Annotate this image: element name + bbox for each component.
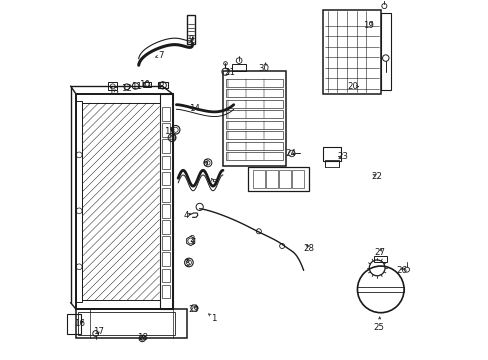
- Text: 2: 2: [189, 235, 195, 244]
- Bar: [225, 121, 282, 129]
- Text: 24: 24: [285, 149, 296, 158]
- Bar: [225, 89, 282, 97]
- Text: 29: 29: [188, 305, 199, 314]
- Text: 27: 27: [374, 248, 385, 257]
- Text: 6: 6: [170, 133, 176, 142]
- Bar: [225, 152, 282, 160]
- Text: 12: 12: [121, 84, 132, 93]
- Bar: [162, 204, 169, 218]
- Text: 21: 21: [224, 68, 234, 77]
- Bar: [223, 71, 285, 166]
- Bar: [266, 170, 278, 188]
- Text: 15: 15: [164, 127, 175, 136]
- Text: 16: 16: [74, 319, 85, 328]
- Bar: [160, 94, 172, 309]
- Bar: [67, 315, 81, 334]
- Text: 28: 28: [303, 244, 314, 253]
- Bar: [373, 256, 386, 262]
- Text: 14: 14: [188, 104, 200, 113]
- Bar: [76, 101, 82, 302]
- Bar: [253, 170, 264, 188]
- Bar: [231, 64, 246, 71]
- Bar: [292, 170, 304, 188]
- Bar: [225, 142, 282, 150]
- Text: 8: 8: [158, 82, 163, 91]
- Text: 4: 4: [183, 211, 189, 220]
- Text: 5: 5: [211, 179, 216, 188]
- Bar: [323, 10, 380, 94]
- Text: 17: 17: [93, 327, 103, 336]
- Bar: [247, 167, 308, 191]
- Bar: [108, 82, 117, 90]
- Bar: [162, 252, 169, 266]
- Text: 19: 19: [363, 21, 373, 30]
- Bar: [158, 82, 167, 88]
- Bar: [162, 285, 169, 298]
- Bar: [279, 170, 290, 188]
- Bar: [76, 94, 172, 309]
- Bar: [380, 13, 390, 90]
- Text: 7: 7: [158, 51, 163, 60]
- Bar: [357, 287, 403, 292]
- Bar: [162, 123, 169, 137]
- Bar: [82, 103, 159, 300]
- Bar: [162, 188, 169, 202]
- Text: 18: 18: [137, 333, 147, 342]
- Bar: [162, 107, 169, 121]
- Bar: [162, 269, 169, 282]
- Bar: [225, 100, 282, 108]
- Text: 9: 9: [188, 35, 193, 44]
- Text: 30: 30: [258, 64, 269, 73]
- Bar: [225, 78, 282, 86]
- Bar: [162, 236, 169, 250]
- Bar: [143, 82, 150, 87]
- Bar: [225, 110, 282, 118]
- Bar: [323, 147, 340, 161]
- Bar: [162, 172, 169, 185]
- Text: 25: 25: [373, 323, 384, 332]
- Text: 6: 6: [202, 159, 207, 168]
- Text: 22: 22: [371, 172, 382, 181]
- Bar: [162, 139, 169, 153]
- Bar: [78, 312, 174, 335]
- Text: 11: 11: [130, 82, 142, 91]
- Text: 13: 13: [108, 86, 119, 95]
- Bar: [325, 160, 338, 167]
- Text: 26: 26: [396, 266, 407, 275]
- Text: 1: 1: [211, 314, 216, 323]
- Text: 3: 3: [184, 259, 189, 268]
- Text: 20: 20: [346, 82, 358, 91]
- Bar: [76, 309, 187, 338]
- Bar: [225, 131, 282, 139]
- Text: 23: 23: [337, 152, 348, 161]
- Bar: [162, 156, 169, 169]
- Bar: [187, 15, 195, 44]
- Bar: [162, 220, 169, 234]
- Text: 10: 10: [139, 80, 150, 89]
